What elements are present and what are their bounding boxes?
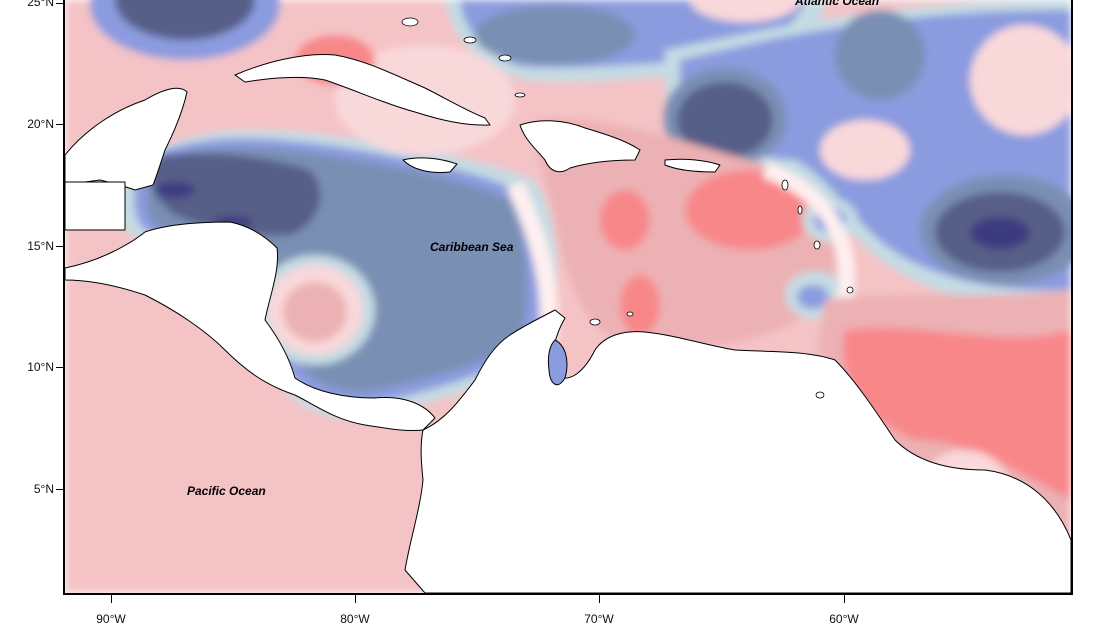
land-hispaniola [519, 120, 641, 173]
small-islands [401, 17, 854, 399]
island [589, 318, 601, 326]
neg-core-bahamas [475, 5, 635, 65]
lake-maracaibo [547, 339, 568, 386]
label-atlantic-ocean: Atlantic Ocean [795, 0, 880, 8]
lon-tick [599, 595, 600, 603]
lat-tick [56, 3, 63, 4]
pos-patch-atlantic [820, 120, 910, 180]
map-frame: Atlantic Ocean Caribbean Sea Pacific Oce… [63, 0, 1073, 595]
lat-label-15n: 15°N [27, 239, 54, 253]
lat-tick [56, 367, 63, 368]
lat-tick [56, 124, 63, 125]
landmasses [65, 53, 1071, 593]
lon-label-60w: 60°W [829, 612, 859, 626]
neg-small-antilles [797, 285, 829, 309]
pos-core [685, 170, 815, 250]
pos-pocket-nicaragua [283, 282, 347, 342]
lon-tick [844, 595, 845, 603]
neg-core-atlantic-north [835, 10, 925, 100]
island [498, 54, 512, 62]
neg-core-strong [970, 217, 1030, 249]
lat-tick [56, 246, 63, 247]
neg-region-gulf [115, 0, 255, 40]
island [626, 311, 634, 317]
neg-core-atlantic [677, 82, 773, 158]
lon-label-80w: 80°W [340, 612, 370, 626]
island [781, 179, 789, 191]
island [846, 286, 854, 294]
pos-region-guianas [843, 327, 1071, 500]
land-yucatan [65, 87, 188, 196]
lon-label-90w: 90°W [96, 612, 126, 626]
lat-label-10n: 10°N [27, 360, 54, 374]
land-puerto-rico [664, 158, 721, 173]
island [797, 205, 803, 215]
anomaly-map [65, 0, 1071, 593]
land-central-america [65, 221, 436, 431]
island [813, 240, 821, 250]
neg-core-strong [155, 182, 195, 198]
land-jamaica [402, 157, 458, 173]
lat-label-5n: 5°N [33, 482, 54, 496]
neg-region-honduras-core [150, 153, 321, 236]
land-south-america [404, 309, 1071, 593]
land-cuba [234, 53, 491, 126]
pos-patch-atlantic [690, 0, 800, 22]
label-pacific-ocean: Pacific Ocean [187, 484, 266, 498]
pos-core [600, 190, 650, 250]
anomaly-field [65, 0, 1071, 593]
lat-tick [56, 489, 63, 490]
lat-label-25n: 25°N [27, 0, 54, 9]
island [401, 17, 419, 27]
lon-label-70w: 70°W [584, 612, 614, 626]
pos-core [620, 275, 660, 335]
pos-patch-atlantic [970, 25, 1071, 135]
lon-tick [111, 595, 112, 603]
label-caribbean-sea: Caribbean Sea [430, 240, 514, 254]
lon-tick [355, 595, 356, 603]
island [514, 92, 526, 98]
lat-label-20n: 20°N [27, 117, 54, 131]
island [815, 391, 825, 399]
land-guatemala [65, 181, 126, 231]
island [463, 36, 477, 44]
